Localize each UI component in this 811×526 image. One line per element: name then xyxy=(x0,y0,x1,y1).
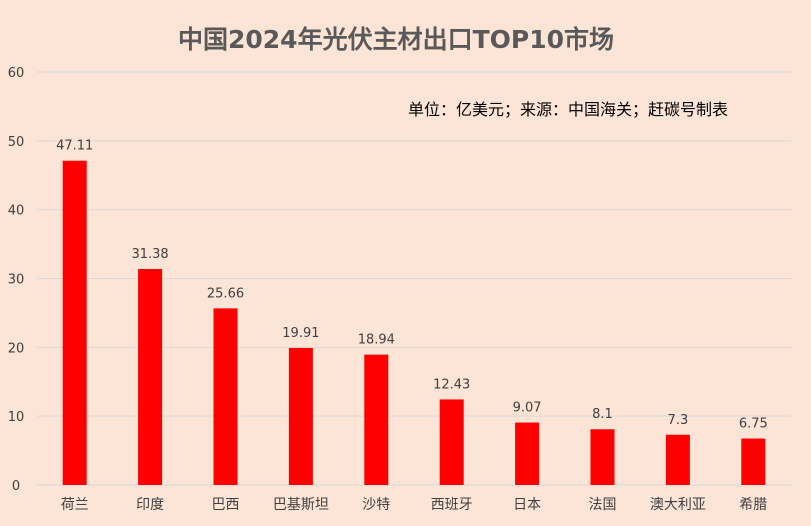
data-label: 47.11 xyxy=(56,139,93,154)
y-axis: 0 10 20 30 40 50 60 xyxy=(8,66,25,494)
y-tick-label: 50 xyxy=(8,135,25,150)
y-tick-label: 10 xyxy=(8,410,25,425)
data-label: 7.3 xyxy=(668,413,689,428)
x-axis: 荷兰 印度 巴西 巴基斯坦 沙特 西班牙 日本 法国 澳大利亚 希腊 xyxy=(61,496,768,513)
data-label: 9.07 xyxy=(513,401,542,416)
x-tick-label: 荷兰 xyxy=(61,497,89,513)
data-label: 12.43 xyxy=(433,377,470,392)
gridlines xyxy=(37,71,791,486)
data-label: 18.94 xyxy=(358,333,395,348)
y-tick-label: 60 xyxy=(8,66,25,81)
data-label: 6.75 xyxy=(739,417,768,432)
y-tick-label: 30 xyxy=(8,273,25,288)
bar xyxy=(515,422,540,485)
chart-title: 中国2024年光伏主材出口TOP10市场 xyxy=(178,25,614,54)
y-tick-label: 0 xyxy=(12,479,20,494)
bar xyxy=(138,269,163,485)
data-label: 31.38 xyxy=(131,247,168,262)
x-tick-label: 希腊 xyxy=(739,497,767,513)
x-tick-label: 巴基斯坦 xyxy=(273,496,329,513)
bar xyxy=(741,438,766,485)
bar xyxy=(590,429,615,485)
bar xyxy=(439,399,464,485)
bar xyxy=(62,160,87,485)
data-labels: 47.11 31.38 25.66 19.91 18.94 12.43 9.07 8.1 7.3… xyxy=(56,139,768,432)
x-tick-label: 日本 xyxy=(513,497,541,513)
y-tick-label: 20 xyxy=(8,341,25,356)
bar xyxy=(364,354,389,485)
data-label: 19.91 xyxy=(282,326,319,341)
x-tick-label: 沙特 xyxy=(362,497,390,513)
bar xyxy=(213,308,238,485)
data-label: 8.1 xyxy=(592,407,613,422)
x-tick-label: 西班牙 xyxy=(431,497,473,513)
chart-source-note: 单位：亿美元；来源：中国海关；赶碳号制表 xyxy=(408,100,728,119)
bar xyxy=(665,434,690,485)
x-tick-label: 法国 xyxy=(589,497,617,513)
y-tick-label: 40 xyxy=(8,204,25,219)
x-tick-label: 印度 xyxy=(136,497,164,513)
data-label: 25.66 xyxy=(207,286,244,301)
x-tick-label: 巴西 xyxy=(212,497,240,513)
bar xyxy=(288,347,313,485)
bars xyxy=(62,160,766,485)
x-tick-label: 澳大利亚 xyxy=(650,497,706,513)
